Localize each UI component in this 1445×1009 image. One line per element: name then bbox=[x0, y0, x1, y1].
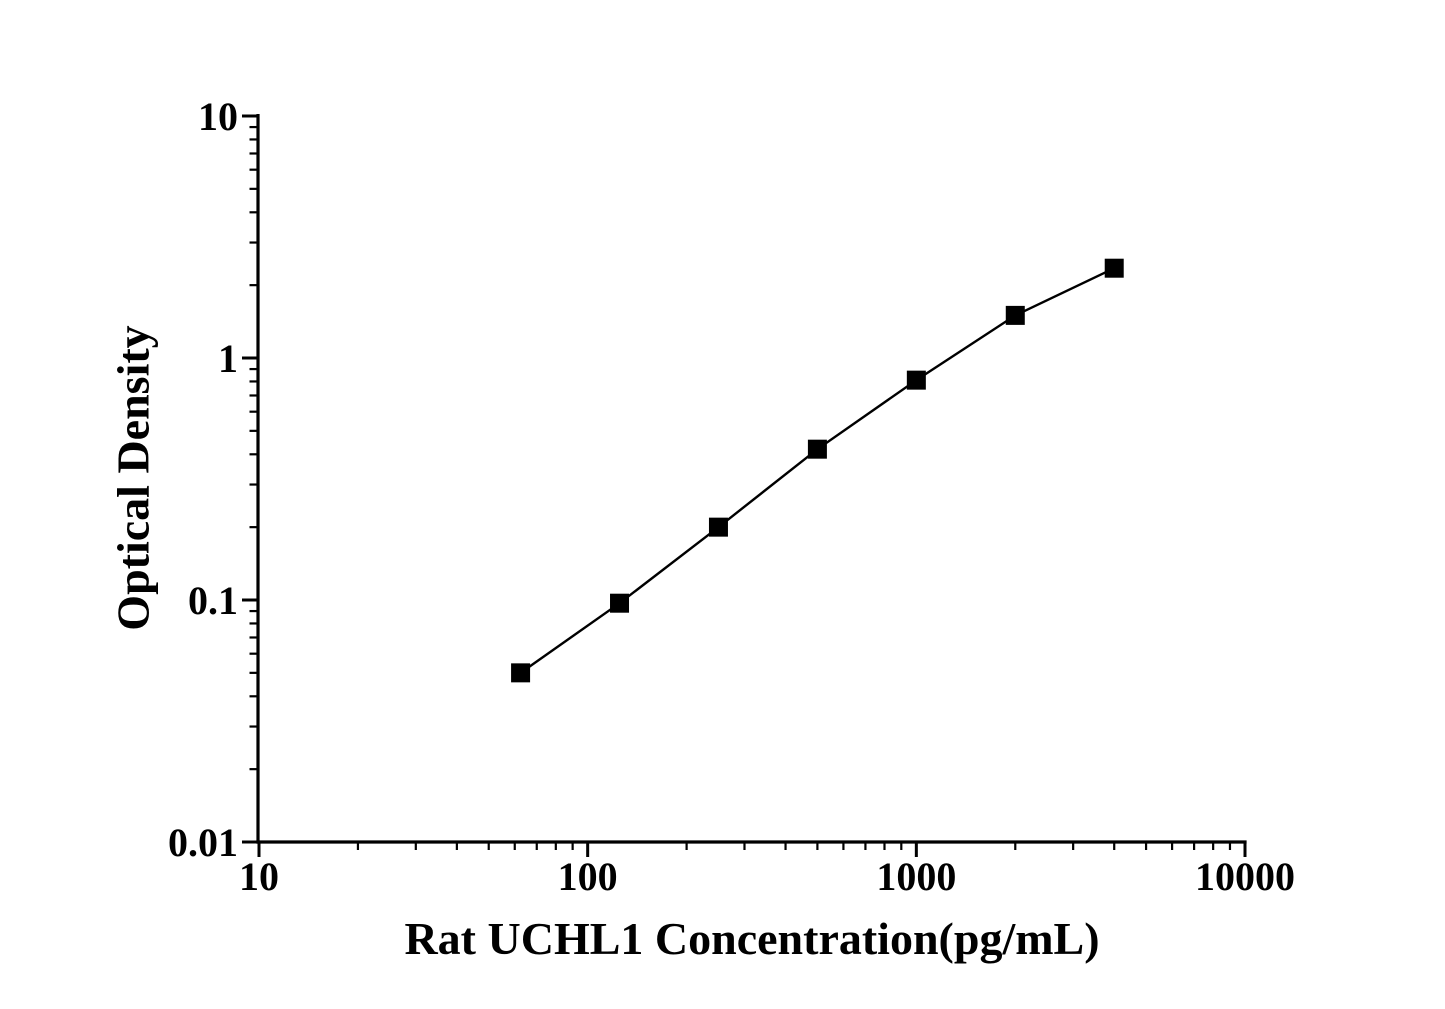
data-point-marker bbox=[1104, 258, 1124, 278]
data-point-marker bbox=[1005, 305, 1025, 325]
y-tick-label: 1 bbox=[218, 336, 238, 381]
y-axis-title: Optical Density bbox=[107, 325, 159, 631]
y-tick-label: 0.01 bbox=[168, 820, 238, 865]
x-tick-label: 100 bbox=[558, 854, 618, 899]
x-tick-label: 10 bbox=[239, 854, 279, 899]
data-point-marker bbox=[511, 663, 531, 683]
series-line bbox=[519, 267, 1115, 674]
data-point-marker bbox=[708, 517, 728, 537]
y-tick-label: 0.1 bbox=[188, 578, 238, 623]
y-tick-label: 10 bbox=[198, 94, 238, 139]
data-point-marker bbox=[906, 370, 926, 390]
data-point-marker bbox=[610, 593, 630, 613]
data-point-marker bbox=[807, 439, 827, 459]
x-tick-label: 1000 bbox=[876, 854, 956, 899]
x-tick-label: 10000 bbox=[1195, 854, 1295, 899]
x-axis-title: Rat UCHL1 Concentration(pg/mL) bbox=[404, 913, 1100, 964]
